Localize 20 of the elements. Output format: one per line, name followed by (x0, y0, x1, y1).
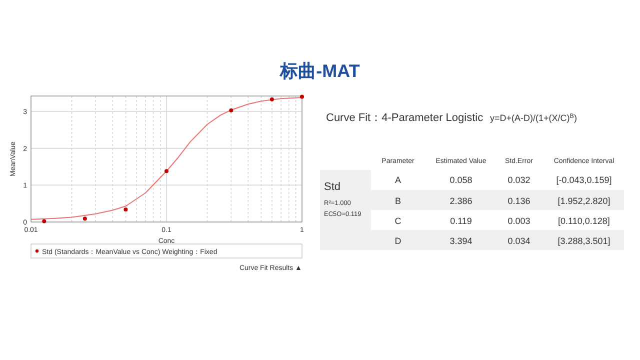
text: 2.386 (450, 196, 472, 206)
text: 0.136 (508, 196, 530, 206)
text: [3.288,3.501] (558, 236, 610, 246)
text: C (394, 216, 402, 226)
text: 3.394 (450, 236, 472, 246)
text: Curve Fit：4-Parameter Logistic (326, 112, 484, 124)
text: 0.032 (508, 175, 530, 185)
text: A (394, 175, 402, 185)
text: Std (324, 181, 341, 193)
text: y=D+(A-D)/(1+(X/C)$^{B}$) (490, 112, 577, 123)
text: [0.110,0.128] (558, 216, 610, 226)
text: B (394, 196, 402, 206)
chart-title: 标曲-MAT (279, 61, 360, 81)
text: 0.058 (450, 175, 472, 185)
text: 0.003 (508, 216, 530, 226)
text: 0.119 (450, 216, 472, 226)
text: [-0.043,0.159] (556, 175, 612, 185)
text: [1.952,2.820] (558, 196, 610, 206)
text: 0.034 (508, 236, 530, 246)
text: D (394, 236, 402, 246)
